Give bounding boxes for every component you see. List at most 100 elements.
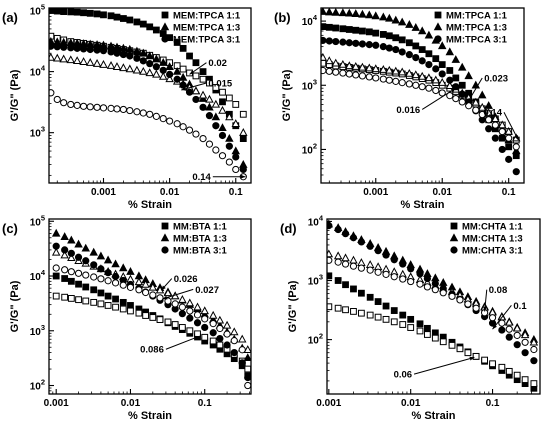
data-point [107, 48, 115, 56]
data-point [399, 321, 407, 328]
data-point [79, 45, 88, 53]
data-point [477, 102, 487, 111]
data-point [392, 34, 400, 42]
data-point [244, 373, 251, 382]
data-point [49, 8, 55, 14]
data-point [365, 260, 375, 268]
data-point [219, 98, 226, 106]
data-point [232, 153, 240, 161]
data-point [209, 320, 217, 328]
annotation: 0.06 [394, 356, 475, 381]
data-point [382, 270, 390, 278]
data-point [352, 39, 360, 47]
data-point [244, 381, 251, 390]
annotation-arrow-head [514, 135, 519, 141]
data-point [417, 71, 427, 80]
data-points [327, 219, 539, 392]
legend-marker [160, 233, 170, 242]
data-point [239, 135, 247, 142]
data-point [334, 225, 342, 234]
data-point [458, 98, 466, 106]
data-point [338, 59, 348, 68]
annotation-arrow-head [483, 306, 487, 312]
data-point [126, 106, 134, 115]
data-point [357, 258, 366, 266]
series-3 [327, 249, 539, 346]
data-point [225, 94, 233, 102]
data-point [192, 72, 200, 80]
annotation-arrow-line [413, 356, 475, 375]
data-point [67, 235, 76, 244]
data-point [385, 76, 393, 84]
data-point [126, 52, 134, 60]
data-point [119, 298, 127, 306]
data-point [186, 307, 194, 315]
data-point [374, 298, 382, 305]
data-point [193, 311, 202, 319]
data-point [60, 43, 68, 51]
data-point [82, 257, 90, 265]
data-point [156, 316, 164, 323]
data-point [498, 319, 506, 327]
data-point [205, 112, 214, 120]
data-point [521, 338, 529, 346]
series-5 [321, 66, 520, 151]
y-axis-label: G'/G" (Pa) [287, 280, 299, 332]
data-point [418, 57, 426, 65]
data-point [79, 57, 88, 65]
data-point [333, 251, 343, 260]
data-point [374, 313, 382, 321]
x-tick-label: 0.001 [316, 398, 341, 409]
data-point [51, 228, 61, 237]
data-point [113, 105, 121, 113]
annotation: 0.023 [465, 73, 508, 105]
data-point [225, 158, 233, 166]
y-tick-label: 103 [30, 323, 45, 338]
data-point [206, 79, 213, 87]
data-point [238, 359, 246, 367]
x-tick-label: 0.01 [401, 398, 421, 409]
data-point [158, 58, 168, 66]
annotation: 0.02 [189, 58, 227, 75]
y-tick-label: 103 [30, 125, 45, 140]
data-point [53, 53, 62, 62]
data-point [445, 81, 455, 90]
data-point [60, 250, 69, 259]
data-point [357, 264, 365, 272]
data-point [172, 66, 182, 75]
annotation-arrow-line [162, 288, 194, 300]
data-point [371, 64, 380, 73]
x-tick-label: 0.01 [121, 398, 141, 409]
annotation-arrow-head [450, 88, 456, 93]
data-point [423, 283, 431, 291]
data-point [327, 256, 333, 264]
data-point [232, 101, 240, 108]
data-point [61, 266, 69, 274]
data-point [212, 146, 220, 154]
data-point [385, 13, 394, 22]
data-point [512, 168, 520, 176]
data-point [81, 243, 90, 252]
data-point [425, 84, 433, 92]
data-point [139, 109, 147, 117]
data-point [152, 69, 161, 78]
data-point [201, 315, 209, 323]
data-point [104, 269, 112, 277]
data-point [390, 307, 398, 314]
data-point [89, 247, 98, 256]
data-point [345, 26, 353, 33]
data-point [218, 152, 227, 160]
data-point [488, 314, 497, 322]
data-point [127, 302, 134, 309]
data-point [379, 31, 387, 38]
legend-entry: MM:CHTA 3:1 [462, 246, 523, 257]
data-point [385, 32, 393, 40]
data-point [464, 71, 473, 80]
data-point [113, 49, 121, 57]
data-point [165, 74, 174, 83]
data-point [505, 317, 514, 326]
data-point [107, 12, 115, 20]
series-4 [52, 242, 251, 382]
data-point [438, 70, 446, 78]
data-point [365, 28, 373, 36]
